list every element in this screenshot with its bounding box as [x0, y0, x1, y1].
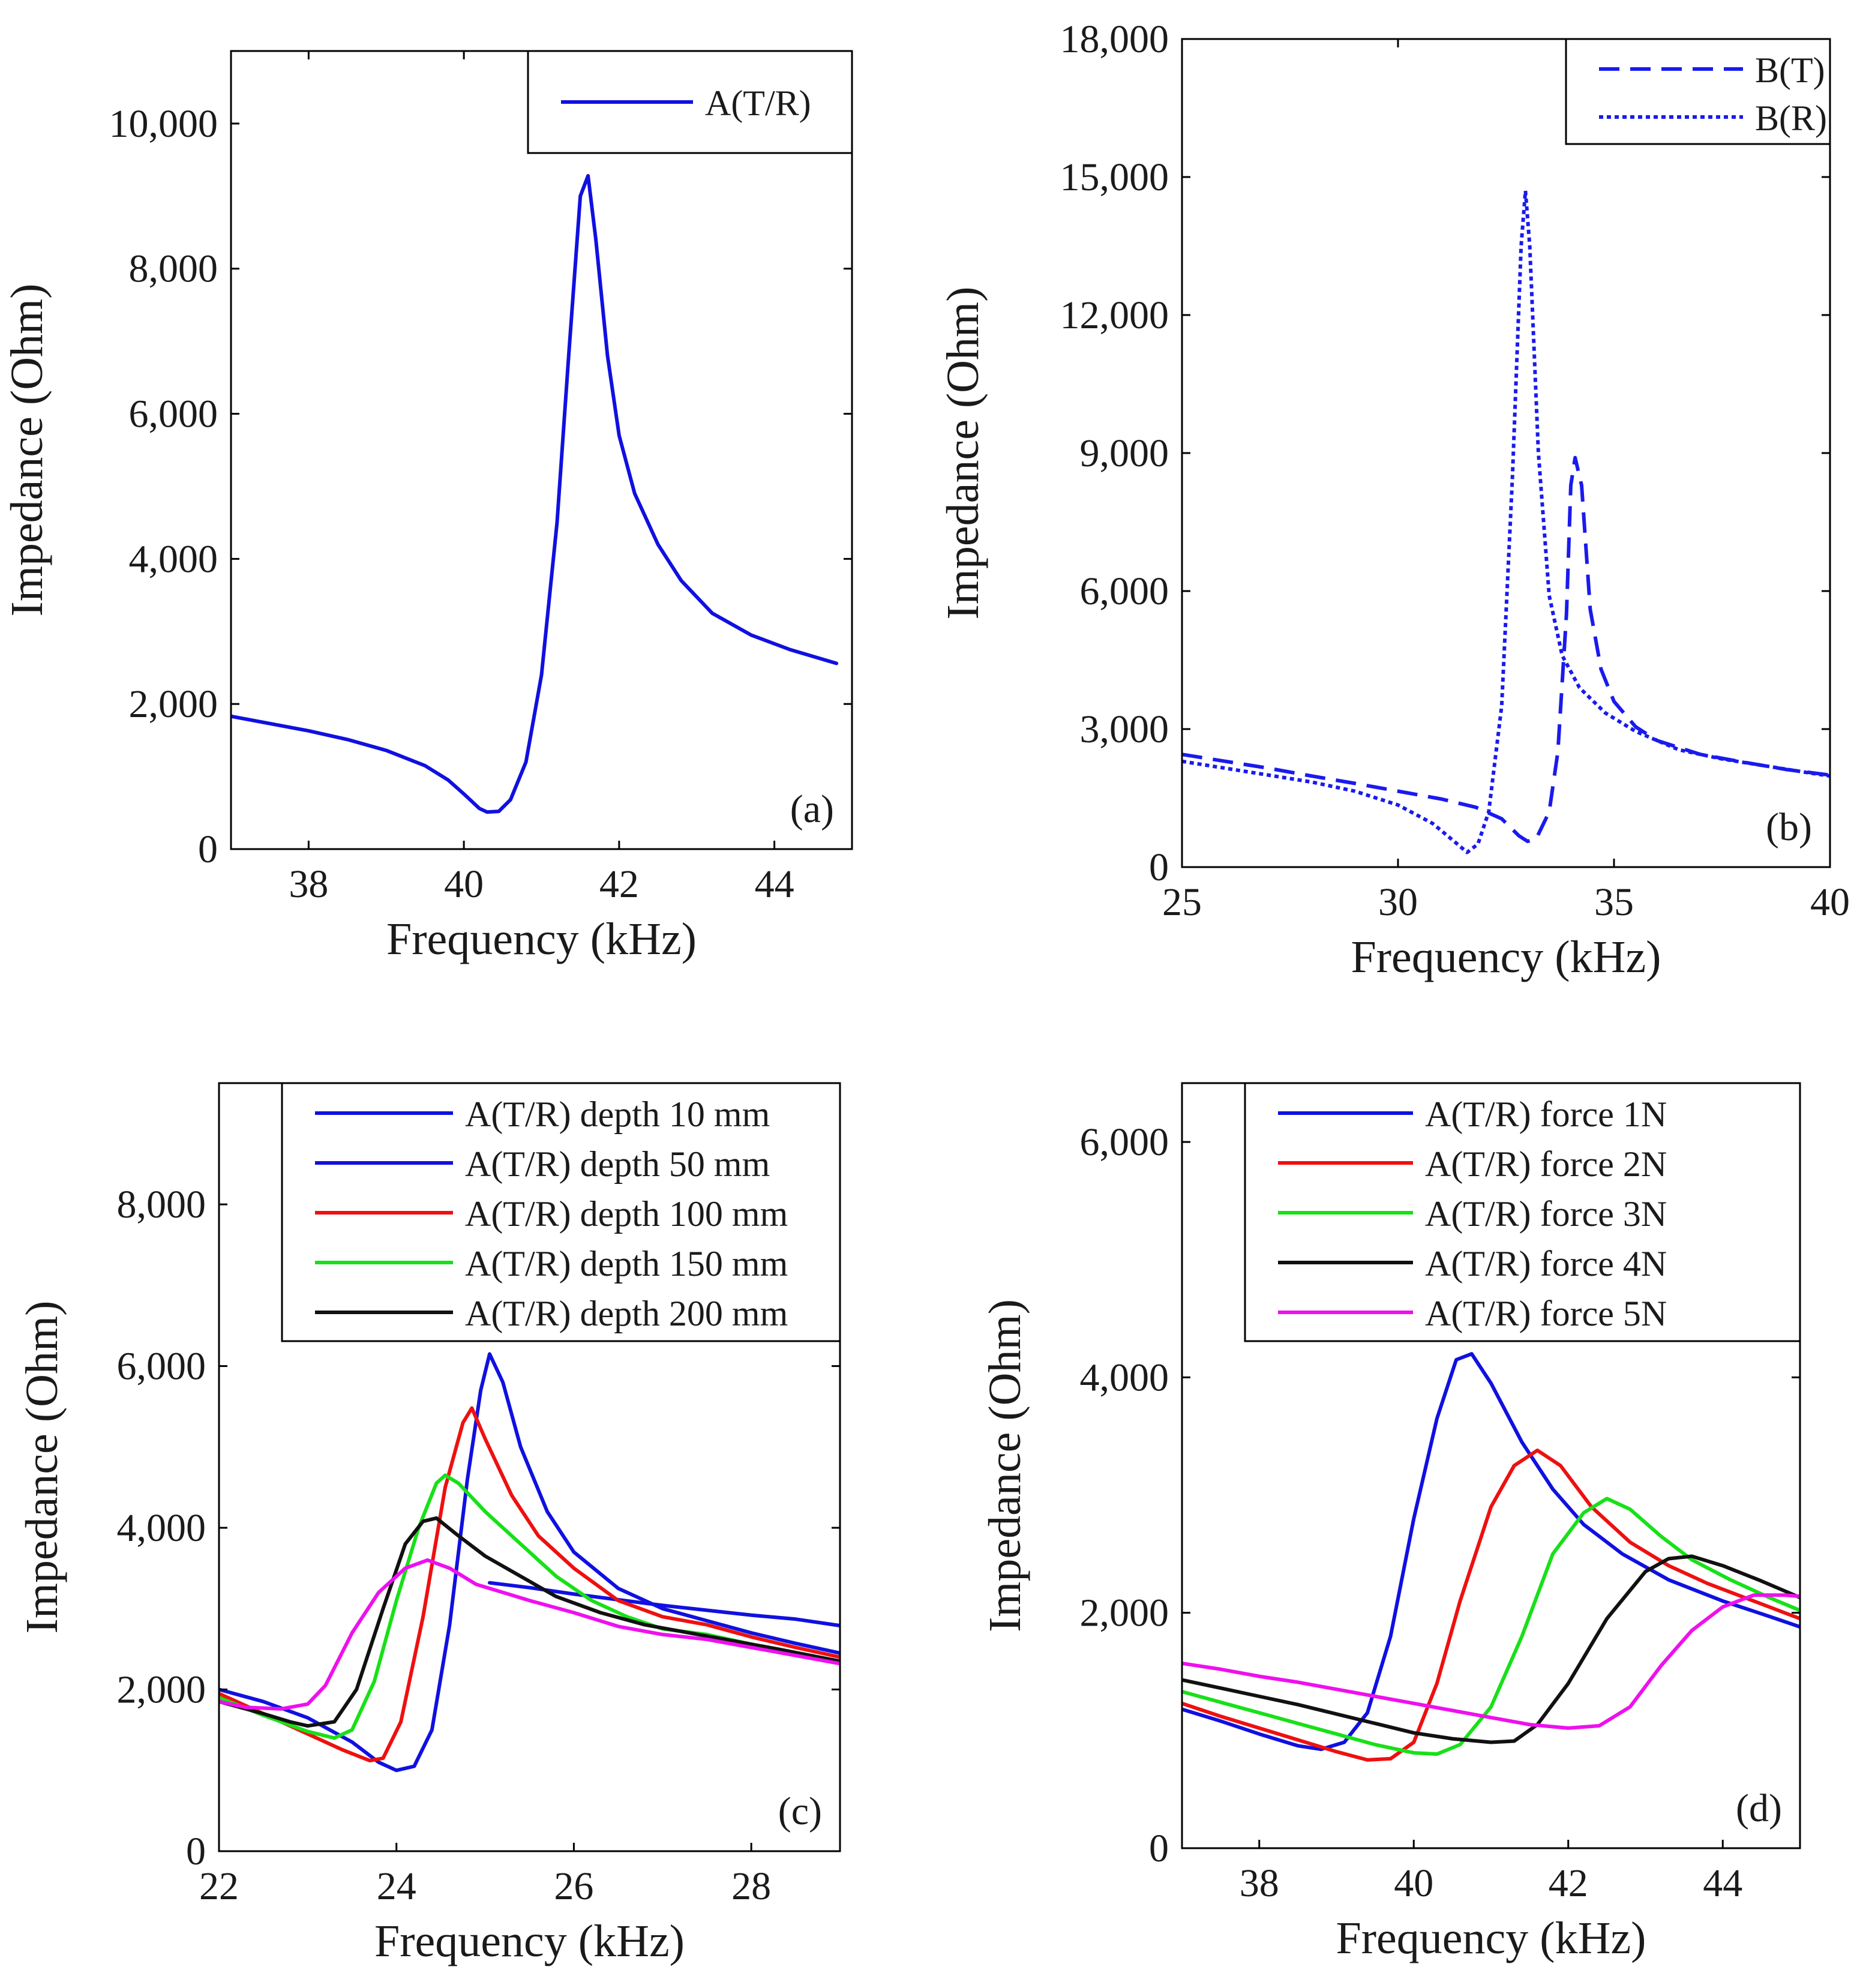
x-tick-label: 24 — [377, 1864, 416, 1908]
y-tick-label: 2,000 — [1080, 1591, 1169, 1635]
legend-entry: B(R) — [1755, 98, 1827, 138]
panel-d: 38 40 42 44 0 2,000 4,000 6,000 Frequency (kHz) I… — [980, 1082, 1801, 1963]
x-tick-label: 40 — [1810, 880, 1850, 924]
panel-c: 22 24 26 28 0 2,000 4,000 6,000 8,000 Frequency (… — [17, 1082, 841, 1966]
panel-label: (a) — [790, 787, 834, 831]
y-tick-label: 18,000 — [1060, 17, 1169, 61]
legend-entry: A(T/R) force 4N — [1425, 1244, 1667, 1284]
series-line-c-2 — [219, 1406, 840, 1763]
legend-entry: A(T/R) depth 50 mm — [465, 1144, 770, 1184]
x-axis-label: Frequency (kHz) — [374, 1916, 685, 1966]
legend-entry: A(T/R) depth 10 mm — [465, 1095, 770, 1134]
legend-entry: A(T/R) force 3N — [1425, 1194, 1667, 1234]
panel-a: 38 40 42 44 0 2,000 4,000 6,000 8,000 10,000 Frequ… — [2, 50, 853, 964]
panel-label: (b) — [1766, 805, 1812, 849]
x-axis-label: Frequency (kHz) — [1336, 1913, 1646, 1963]
legend-entry: A(T/R) depth 100 mm — [465, 1194, 788, 1234]
x-tick-label: 35 — [1594, 880, 1634, 924]
y-tick-label: 15,000 — [1060, 155, 1169, 199]
x-tick-label: 42 — [1549, 1861, 1588, 1905]
y-tick-label: 4,000 — [1080, 1356, 1169, 1399]
panel-label: (c) — [778, 1789, 822, 1833]
y-tick-label: 0 — [186, 1830, 206, 1873]
y-tick-label: 12,000 — [1060, 293, 1169, 337]
y-tick-label: 3,000 — [1080, 707, 1169, 751]
x-tick-label: 26 — [554, 1864, 593, 1908]
panel-b: 25 30 35 40 0 3,000 6,000 9,000 12,000 15,000 18,0… — [938, 17, 1850, 982]
panel-label: (d) — [1736, 1786, 1782, 1830]
y-tick-label: 0 — [1149, 1827, 1169, 1870]
y-axis-label: Impedance (Ohm) — [17, 1301, 67, 1634]
series-line-d-3 — [1182, 1554, 1800, 1744]
x-tick-label: 42 — [599, 862, 639, 906]
x-axis-label: Frequency (kHz) — [1351, 932, 1661, 982]
x-tick-label: 22 — [199, 1864, 239, 1908]
x-tick-label: 44 — [1703, 1861, 1742, 1905]
series-line-b-0 — [1182, 455, 1830, 844]
x-tick-label: 38 — [289, 862, 328, 906]
y-tick-label: 4,000 — [117, 1506, 206, 1550]
legend-entry: A(T/R) — [705, 83, 811, 123]
y-tick-label: 2,000 — [129, 682, 218, 726]
y-tick-label: 6,000 — [1080, 569, 1169, 613]
x-tick-label: 38 — [1240, 1861, 1279, 1905]
legend-entry: A(T/R) force 1N — [1425, 1095, 1667, 1134]
x-tick-label: 40 — [1394, 1861, 1433, 1905]
series-line-a-0 — [231, 174, 839, 814]
y-tick-label: 0 — [198, 827, 218, 871]
legend-entry: A(T/R) force 5N — [1425, 1294, 1667, 1333]
y-axis-label: Impedance (Ohm) — [980, 1299, 1030, 1632]
x-tick-label: 28 — [731, 1864, 771, 1908]
x-tick-label: 44 — [755, 862, 794, 906]
series-line-b-1 — [1182, 189, 1830, 854]
x-axis-label: Frequency (kHz) — [386, 914, 697, 964]
legend-entry: A(T/R) depth 150 mm — [465, 1244, 788, 1284]
legend-entry: A(T/R) depth 200 mm — [465, 1294, 788, 1333]
x-tick-label: 25 — [1162, 880, 1202, 924]
y-axis-label: Impedance (Ohm) — [938, 287, 988, 620]
y-tick-label: 10,000 — [109, 102, 218, 146]
x-tick-label: 30 — [1378, 880, 1418, 924]
series-line-d-0 — [1182, 1352, 1800, 1752]
series-line-c-5 — [219, 1558, 840, 1711]
series-line-c-1 — [219, 1352, 840, 1773]
y-tick-label: 6,000 — [129, 392, 218, 436]
y-tick-label: 9,000 — [1080, 431, 1169, 475]
series-line-c-4 — [219, 1516, 840, 1728]
y-tick-label: 2,000 — [117, 1668, 206, 1712]
y-tick-label: 8,000 — [129, 247, 218, 291]
y-axis-label: Impedance (Ohm) — [2, 284, 52, 617]
y-tick-label: 6,000 — [1080, 1120, 1169, 1164]
legend-box-b — [1565, 38, 1831, 145]
y-tick-label: 6,000 — [117, 1345, 206, 1389]
y-tick-label: 4,000 — [129, 537, 218, 581]
x-tick-label: 40 — [444, 862, 484, 906]
legend-entry: B(T) — [1755, 50, 1825, 90]
series-line-d-4 — [1182, 1593, 1800, 1730]
y-tick-label: 8,000 — [117, 1183, 206, 1227]
y-tick-label: 0 — [1149, 845, 1169, 889]
legend-entry: A(T/R) force 2N — [1425, 1144, 1667, 1184]
